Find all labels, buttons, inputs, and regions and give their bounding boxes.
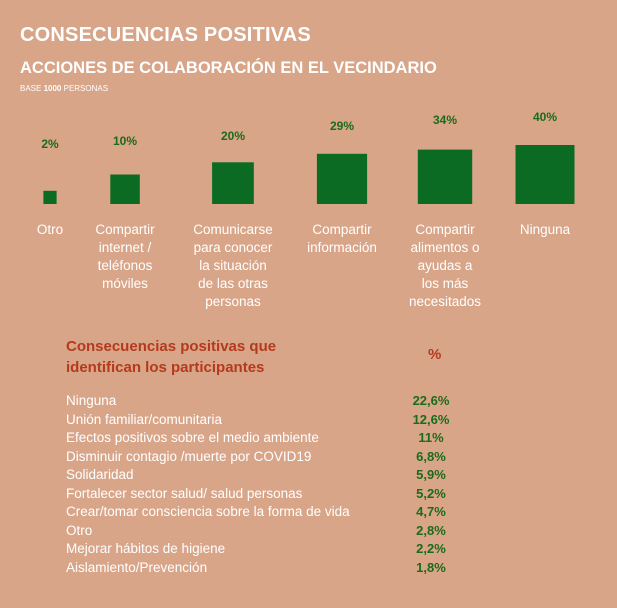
table-row: Aislamiento/Prevención 1,8% bbox=[66, 560, 466, 579]
table-row: Ninguna 22,6% bbox=[66, 393, 466, 412]
table-row-label: Ninguna bbox=[66, 393, 117, 408]
bar-1 bbox=[110, 174, 140, 204]
bar-category-label-line: Compartir bbox=[415, 222, 475, 237]
bar-category-label-line: necesitados bbox=[408, 294, 482, 309]
page-subtitle: ACCIONES DE COLABORACIÓN EN EL VECINDARI… bbox=[20, 59, 437, 77]
bar-3 bbox=[316, 153, 368, 204]
bar-0 bbox=[43, 190, 57, 204]
bar-4 bbox=[417, 149, 473, 204]
table-row: Disminuir contagio /muerte por COVID19 6,… bbox=[66, 449, 466, 468]
bar-category-label-line: los más bbox=[421, 276, 469, 291]
sample-base-note: BASE 1000 PERSONAS bbox=[20, 84, 108, 93]
bar-2 bbox=[212, 162, 254, 204]
bar-category-label-2: Comunicarse para conocer la situación de la… bbox=[173, 221, 293, 311]
table-row-value: 2,8% bbox=[416, 522, 446, 538]
table-row: Otro 2,8% bbox=[66, 523, 466, 542]
table-header-line-2: identifican los participantes bbox=[66, 359, 265, 376]
bar-value-label-5: 40% bbox=[533, 110, 557, 124]
table-row-label: Unión familiar/comunitaria bbox=[66, 411, 223, 427]
table-percent-header: % bbox=[428, 346, 442, 363]
bar-category-label-1: Compartir internet / teléfonos móviles bbox=[65, 221, 185, 293]
bar-category-label-0: Otro bbox=[0, 221, 110, 239]
bar-category-label-line: internet / bbox=[98, 240, 152, 255]
bar-category-label-line: teléfonos bbox=[97, 258, 153, 273]
bar-category-label-line: para conocer bbox=[193, 240, 273, 255]
page-title: CONSECUENCIAS POSITIVAS bbox=[20, 24, 311, 46]
table-row-label: Mejorar hábitos de higiene bbox=[66, 541, 226, 556]
table-row-value: 4,7% bbox=[416, 504, 446, 519]
bar-category-label-line: Comunicarse bbox=[193, 222, 273, 237]
table-row-value: 12,6% bbox=[412, 411, 450, 427]
bar-category-label-line: Compartir bbox=[312, 222, 372, 237]
table-row: Solidaridad 5,9% bbox=[66, 467, 466, 486]
bar-category-label-line: móviles bbox=[102, 276, 148, 291]
table-row-value: 22,6% bbox=[412, 393, 450, 408]
table-row: Mejorar hábitos de higiene 2,2% bbox=[66, 541, 466, 560]
table-row: Efectos positivos sobre el medio ambient… bbox=[66, 430, 466, 449]
table-row: Unión familiar/comunitaria 12,6% bbox=[66, 412, 466, 431]
bar-value-label-0: 2% bbox=[41, 137, 59, 151]
table-row-label: Disminuir contagio /muerte por COVID19 bbox=[66, 448, 312, 464]
table-row: Crear/tomar consciencia sobre la forma d… bbox=[66, 504, 466, 523]
bar-category-label-line: Compartir bbox=[95, 222, 155, 237]
bar-category-label-line: Otro bbox=[36, 222, 64, 237]
bar-category-label-4: Compartir alimentos o ayudas a los más neces… bbox=[385, 221, 505, 311]
base-suffix: PERSONAS bbox=[63, 84, 109, 93]
table-row-label: Solidaridad bbox=[66, 467, 134, 482]
table-row: Fortalecer sector salud/ salud personas 5… bbox=[66, 486, 466, 505]
base-number: 1000 bbox=[43, 84, 62, 93]
base-prefix: BASE bbox=[20, 84, 42, 93]
table-header-line-1: Consecuencias positivas que bbox=[66, 338, 277, 355]
table-row-value: 5,9% bbox=[416, 467, 446, 482]
bar-5 bbox=[515, 145, 575, 204]
bar-category-label-line: la situación bbox=[199, 258, 267, 273]
table-row-value: 1,8% bbox=[416, 559, 446, 575]
collaboration-bar-chart: 2% 10% 20% 29% 34% 40% bbox=[41, 110, 575, 204]
bar-value-label-3: 29% bbox=[330, 119, 354, 133]
table-row-label: Otro bbox=[66, 522, 93, 538]
positive-consequences-table: Ninguna 22,6% Unión familiar/comunitaria 12… bbox=[66, 393, 466, 578]
table-row-label: Efectos positivos sobre el medio ambient… bbox=[66, 430, 319, 445]
table-row-value: 2,2% bbox=[416, 541, 446, 556]
bar-category-label-line: Ninguna bbox=[519, 222, 571, 237]
bar-category-label-line: información bbox=[307, 240, 377, 255]
bar-value-label-1: 10% bbox=[113, 134, 137, 148]
bar-category-label-5: Ninguna bbox=[485, 221, 605, 239]
table-header: Consecuencias positivas que identifican … bbox=[66, 336, 356, 378]
table-row-label: Fortalecer sector salud/ salud personas bbox=[66, 485, 303, 501]
table-row-value: 11% bbox=[418, 430, 444, 445]
bar-category-label-line: personas bbox=[205, 294, 261, 309]
bar-category-label-line: ayudas a bbox=[417, 258, 473, 273]
table-row-label: Crear/tomar consciencia sobre la forma d… bbox=[66, 504, 350, 519]
bar-category-label-line: de las otras bbox=[198, 276, 268, 291]
table-row-value: 6,8% bbox=[416, 448, 446, 464]
bar-category-label-3: Compartir información bbox=[282, 221, 402, 257]
bar-category-label-line: alimentos o bbox=[410, 240, 480, 255]
table-row-value: 5,2% bbox=[416, 485, 446, 501]
bar-value-label-2: 20% bbox=[221, 129, 245, 143]
table-row-label: Aislamiento/Prevención bbox=[66, 559, 208, 575]
bar-value-label-4: 34% bbox=[433, 113, 457, 127]
